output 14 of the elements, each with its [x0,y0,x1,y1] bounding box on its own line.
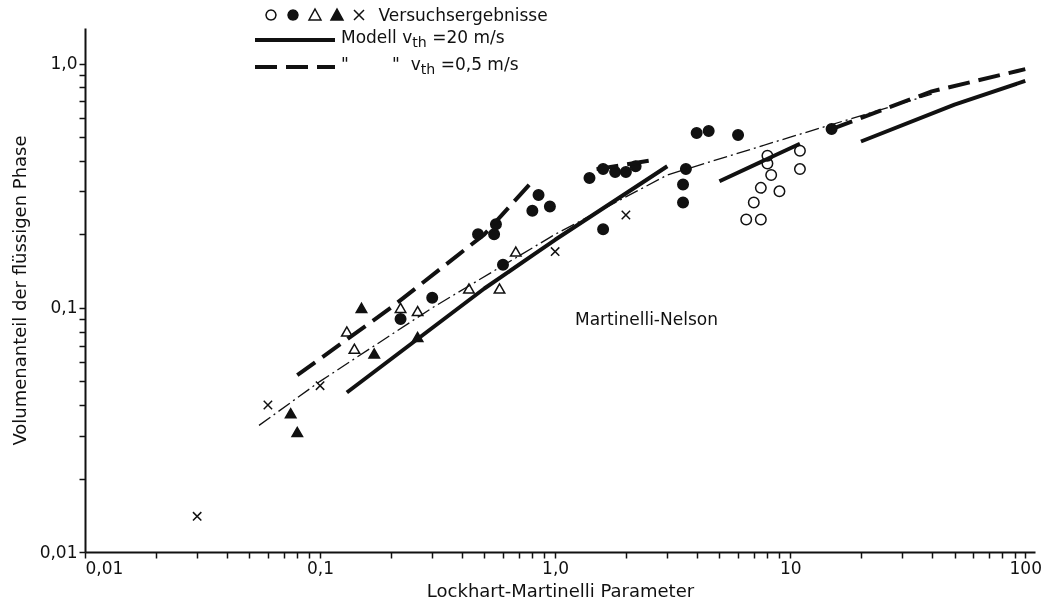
text: Versuchsergebnisse [377,4,548,26]
annotation: Martinelli-Nelson [575,309,718,329]
x-tick-label: 10 [779,557,802,578]
legend-label: Modell v$_{th}$ =20 m/s [341,26,505,53]
x-tick-label: 1,0 [542,557,570,578]
x-tick-label: 0,01 [85,557,124,578]
legend-label: " " v$_{th}$ =0,5 m/s [341,53,519,80]
y-tick-label: 0,01 [39,541,78,562]
x-axis-title: Lockhart-Martinelli Parameter [426,579,695,601]
y-tick-label: 1,0 [50,53,78,74]
x-tick-label: 0,1 [307,557,335,578]
x-tick-label: 100 [1009,557,1042,578]
y-tick-label: 0,1 [50,297,78,318]
y-axis-title: Volumenanteil der flüssigen Phase [8,135,30,446]
